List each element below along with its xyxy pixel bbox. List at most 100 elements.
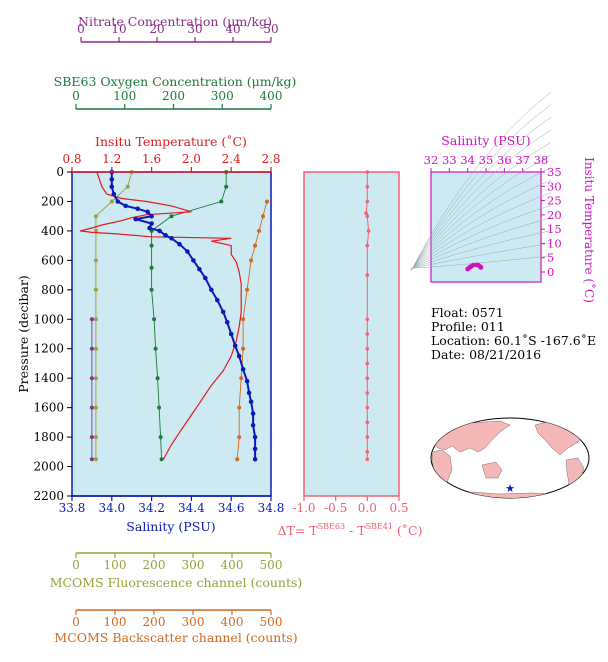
backscatter-axis-tick-label: 200 (143, 615, 166, 629)
ts-temperature-tick-label: 25 (547, 194, 562, 208)
mcoms-point (265, 199, 269, 204)
fluorescence-axis-label: MCOMS Fluorescence channel (counts) (50, 575, 303, 590)
nitrate-axis: 0 10 20 30 40 50 (77, 22, 279, 43)
sbe63-point (224, 184, 229, 189)
delta-t-axis-tick-label: 0.5 (389, 501, 408, 515)
salinity-point (149, 213, 154, 219)
mcoms-point (93, 457, 98, 462)
top-axes: 0 10 20 30 40 50 Nitrate Concentration (μm/kg… (54, 14, 297, 149)
nitrate-point (89, 346, 94, 351)
ts-temperature-tick-label: 0 (547, 265, 554, 279)
nitrate-point (89, 317, 94, 322)
salinity-axis-tick-label: 34.0 (98, 501, 125, 515)
salinity-axis-label: Salinity (PSU) (126, 519, 215, 534)
ts-salinity-tick-label: 35 (479, 153, 494, 167)
mcoms-point (93, 214, 98, 219)
salinity-point (215, 297, 220, 303)
pressure-axis-tick-label: 200 (41, 194, 64, 208)
salinity-point (133, 216, 138, 222)
oxygen-axis: 0 100 200 300 400 (72, 89, 283, 110)
nitrate-axis-tick-label: 40 (225, 22, 240, 36)
salinity-point (203, 275, 208, 281)
delta-t-point (365, 317, 370, 322)
mcoms-line (236, 201, 268, 460)
salinity-point (147, 225, 152, 231)
ts-temperature-tick-label: 30 (547, 179, 562, 193)
sbe63-point (155, 376, 160, 381)
nitrate-axis-tick-label: 30 (187, 22, 202, 36)
delta-t-point (365, 420, 370, 425)
salinity-point (232, 343, 238, 349)
sbe63-point (159, 457, 164, 462)
mcoms-point (93, 405, 98, 410)
density-contours (410, 91, 552, 271)
ts-temperature-tick-label: 35 (547, 165, 562, 179)
main-series-layer (79, 169, 269, 462)
mcoms-point (237, 435, 242, 440)
sbe63-point (219, 199, 224, 204)
nitrate-axis-tick-label: 10 (111, 22, 126, 36)
info-float: Float: 0571 (431, 305, 504, 320)
salinity-point (135, 206, 140, 212)
ts-diagram-panel: Salinity (PSU) 32 33 34 35 36 37 3805101520253… (410, 91, 597, 303)
ts-salinity-tick-label: 32 (424, 153, 439, 167)
mcoms-point (93, 346, 98, 351)
density-contour (410, 192, 552, 270)
oxygen-axis-tick-label: 400 (260, 89, 283, 103)
salinity-point (209, 287, 214, 293)
mcoms-point (109, 199, 114, 204)
oxygen-axis-tick-label: 300 (211, 89, 234, 103)
mcoms-point (241, 317, 246, 322)
mcoms-point (125, 184, 130, 189)
ts-point (470, 262, 476, 268)
salinity-point (191, 258, 196, 263)
nitrate-axis-label: Nitrate Concentration (μm/kg) (78, 14, 272, 29)
nitrate-point (89, 376, 94, 381)
backscatter-axis-tick-label: 300 (182, 615, 205, 629)
density-contour (410, 242, 552, 269)
delta-t-series-layer (364, 170, 371, 462)
salinity-point (109, 184, 115, 189)
salinity-point (252, 456, 258, 462)
delta-t-point (365, 361, 370, 366)
density-contour (410, 104, 552, 271)
mcoms-point (249, 258, 254, 263)
temperature-axis-tick-label: 0.8 (62, 152, 81, 166)
main-profile-panel: 0.8 1.2 1.6 2.0 2.4 2.8 33.8 34.0 34.2 34.4 34.6 3… (16, 152, 284, 534)
oxygen-axis-label: SBE63 Oxygen Concentration (μm/kg) (54, 74, 297, 89)
nitrate-axis-tick-label: 20 (149, 22, 164, 36)
backscatter-axis-label: MCOMS Backscatter channel (counts) (54, 630, 297, 645)
temperature-axis-tick-label: 2.0 (182, 152, 201, 166)
delta-t-point (365, 346, 370, 351)
oxygen-axis-tick-label: 0 (72, 89, 80, 103)
pressure-axis-label: Pressure (decibar) (16, 275, 31, 393)
salinity-point (169, 236, 174, 241)
delta-t-point (364, 211, 368, 215)
backscatter-axis-tick-label: 400 (221, 615, 244, 629)
salinity-point (252, 434, 258, 440)
salinity-point (240, 367, 246, 372)
delta-t-point (365, 243, 370, 248)
sbe63-point (152, 317, 157, 322)
mcoms-point (261, 214, 265, 219)
ts-salinity-axis-label: Salinity (PSU) (441, 133, 530, 148)
sbe63-point (149, 243, 154, 248)
temperature-axis-tick-label: 2.4 (222, 152, 241, 166)
salinity-point (185, 249, 190, 254)
salinity-point (228, 331, 234, 337)
density-contour (410, 116, 552, 271)
salinity-point (224, 319, 230, 325)
ts-salinity-tick-label: 34 (460, 153, 475, 167)
delta-t-label-mid: - T (345, 523, 366, 538)
land-australia (481, 461, 503, 479)
ts-temperature-tick-label: 10 (547, 236, 562, 250)
fluorescence-axis-tick-label: 0 (72, 558, 80, 572)
delta-t-point (365, 273, 370, 277)
temperature-axis-tick-label: 2.8 (261, 152, 280, 166)
delta-t-point (365, 435, 370, 439)
sbe63-point (169, 214, 174, 219)
density-contour (410, 205, 552, 270)
density-contour (410, 129, 552, 271)
